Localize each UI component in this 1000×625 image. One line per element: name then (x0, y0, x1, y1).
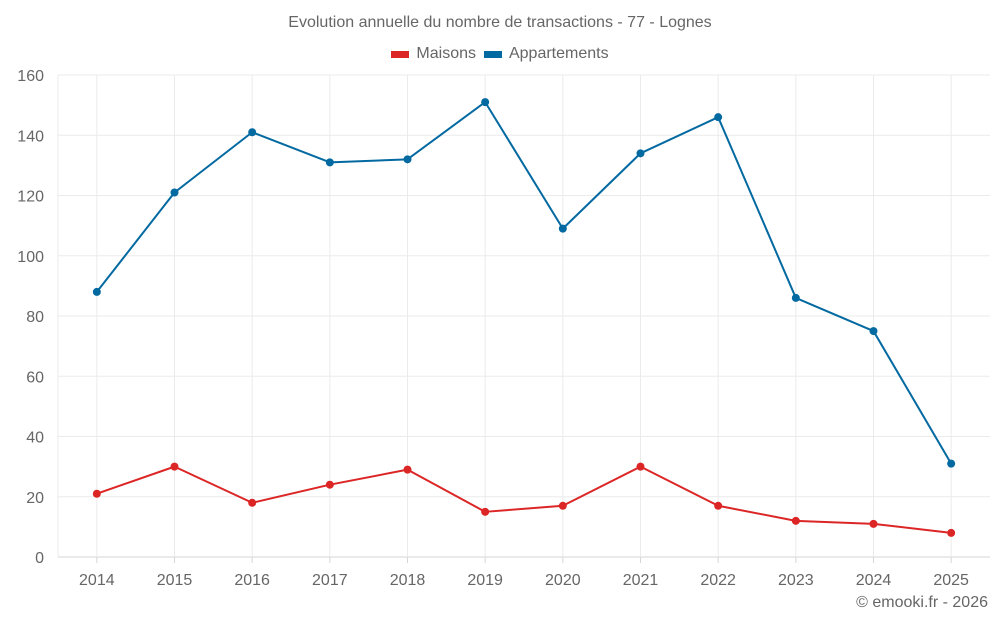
data-point-maisons[interactable] (636, 462, 645, 471)
legend: Maisons Appartements (0, 45, 1000, 63)
data-point-maisons[interactable] (248, 498, 257, 507)
y-tick-label: 100 (17, 249, 44, 266)
series-maisons (92, 462, 956, 537)
x-tick-label: 2020 (545, 572, 581, 589)
data-point-appartements[interactable] (170, 188, 179, 197)
y-tick-label: 160 (17, 68, 44, 85)
data-point-appartements[interactable] (636, 149, 645, 158)
data-point-appartements[interactable] (714, 113, 723, 122)
data-point-appartements[interactable] (558, 224, 567, 233)
y-tick-label: 60 (26, 369, 44, 386)
data-point-appartements[interactable] (791, 293, 800, 302)
x-tick-label: 2017 (312, 572, 348, 589)
data-point-maisons[interactable] (481, 507, 490, 516)
data-point-maisons[interactable] (869, 519, 878, 528)
data-point-appartements[interactable] (869, 327, 878, 336)
y-tick-label: 80 (26, 309, 44, 326)
series-group (92, 98, 956, 537)
legend-item-maisons[interactable]: Maisons (391, 45, 476, 63)
legend-swatch-maisons (391, 50, 410, 58)
data-point-maisons[interactable] (170, 462, 179, 471)
x-tick-label: 2015 (157, 572, 193, 589)
y-tick-label: 120 (17, 189, 44, 206)
data-point-appartements[interactable] (947, 459, 956, 468)
x-tick-label: 2014 (79, 572, 115, 589)
series-line-appartements (96, 101, 953, 465)
x-tick-label: 2021 (623, 572, 659, 589)
data-point-maisons[interactable] (403, 465, 412, 474)
legend-label-appartements: Appartements (508, 45, 609, 62)
data-point-maisons[interactable] (558, 501, 567, 510)
x-tick-label: 2019 (467, 572, 503, 589)
y-tick-label: 40 (26, 430, 44, 447)
series-line-maisons (96, 465, 952, 534)
data-point-appartements[interactable] (248, 128, 257, 137)
x-tick-label: 2022 (700, 572, 736, 589)
grid (57, 74, 990, 558)
data-point-maisons[interactable] (947, 528, 956, 537)
legend-swatch-appartements (483, 50, 502, 58)
y-tick-label: 20 (26, 490, 44, 507)
data-point-maisons[interactable] (92, 489, 101, 498)
data-point-appartements[interactable] (403, 155, 412, 164)
legend-item-appartements[interactable]: Appartements (483, 45, 609, 63)
y-tick-label: 0 (35, 550, 44, 567)
data-point-maisons[interactable] (325, 480, 334, 489)
data-point-appartements[interactable] (481, 98, 490, 107)
x-tick-label: 2016 (234, 572, 270, 589)
y-tick-label: 140 (17, 128, 44, 145)
x-tick-label: 2024 (856, 572, 892, 589)
x-tick-label: 2023 (778, 572, 814, 589)
series-appartements (92, 98, 956, 468)
data-point-appartements[interactable] (325, 158, 334, 167)
x-tick-label: 2018 (390, 572, 426, 589)
x-tick-label: 2025 (933, 572, 969, 589)
axes: 0 20 40 60 80 100 120 140 160 2014 2015 2016 2017 201… (17, 68, 969, 589)
data-point-maisons[interactable] (791, 516, 800, 525)
chart-title: Evolution annuelle du nombre de transact… (288, 14, 712, 31)
legend-label-maisons: Maisons (416, 45, 476, 62)
data-point-maisons[interactable] (714, 501, 723, 510)
data-point-appartements[interactable] (92, 287, 101, 296)
copyright: © emooki.fr - 2026 (856, 594, 988, 611)
